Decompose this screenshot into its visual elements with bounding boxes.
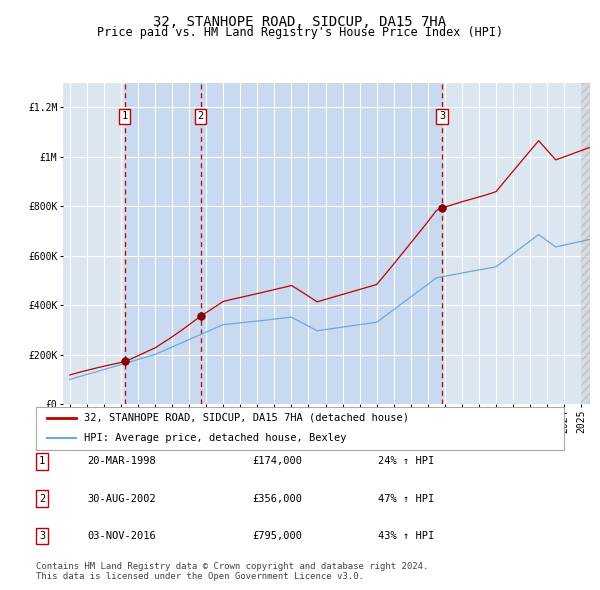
Text: 47% ↑ HPI: 47% ↑ HPI: [378, 494, 434, 503]
Text: 3: 3: [39, 531, 45, 540]
Text: 43% ↑ HPI: 43% ↑ HPI: [378, 531, 434, 540]
Text: 32, STANHOPE ROAD, SIDCUP, DA15 7HA: 32, STANHOPE ROAD, SIDCUP, DA15 7HA: [154, 15, 446, 29]
Text: Price paid vs. HM Land Registry's House Price Index (HPI): Price paid vs. HM Land Registry's House …: [97, 26, 503, 39]
Text: Contains HM Land Registry data © Crown copyright and database right 2024.
This d: Contains HM Land Registry data © Crown c…: [36, 562, 428, 581]
Text: 20-MAR-1998: 20-MAR-1998: [87, 457, 156, 466]
Text: £795,000: £795,000: [252, 531, 302, 540]
Polygon shape: [581, 83, 590, 404]
Text: HPI: Average price, detached house, Bexley: HPI: Average price, detached house, Bexl…: [83, 432, 346, 442]
Text: 03-NOV-2016: 03-NOV-2016: [87, 531, 156, 540]
Text: 2: 2: [39, 494, 45, 503]
Text: 1: 1: [39, 457, 45, 466]
Text: 30-AUG-2002: 30-AUG-2002: [87, 494, 156, 503]
Bar: [200, 83, 442, 404]
Text: 24% ↑ HPI: 24% ↑ HPI: [378, 457, 434, 466]
Text: £174,000: £174,000: [252, 457, 302, 466]
Text: £356,000: £356,000: [252, 494, 302, 503]
Bar: [125, 83, 200, 404]
Text: 1: 1: [122, 112, 128, 122]
Text: 2: 2: [197, 112, 204, 122]
Text: 32, STANHOPE ROAD, SIDCUP, DA15 7HA (detached house): 32, STANHOPE ROAD, SIDCUP, DA15 7HA (det…: [83, 413, 409, 422]
Text: 3: 3: [439, 112, 445, 122]
